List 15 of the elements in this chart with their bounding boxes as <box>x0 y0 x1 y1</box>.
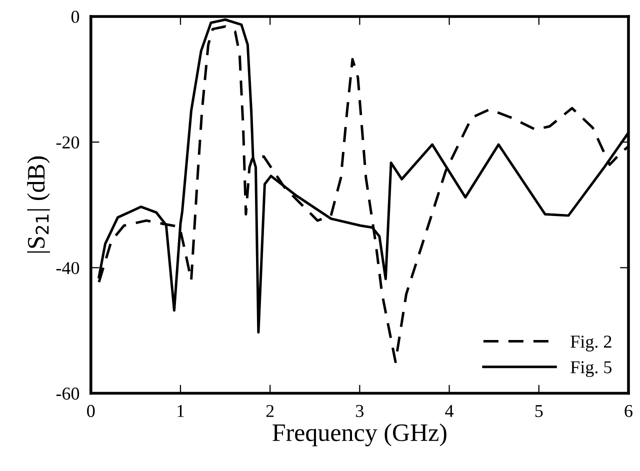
y-tick-label: 0 <box>71 10 80 23</box>
y-tick-label: -60 <box>56 388 80 400</box>
x-tick-label: 4 <box>445 405 454 417</box>
x-tick-label: 0 <box>87 404 95 418</box>
x-tick-label: 5 <box>535 405 543 418</box>
x-tick-label: 3 <box>356 404 364 418</box>
x-axis-title: Frequency (GHz) <box>272 424 446 446</box>
legend-label: Fig. 2 <box>570 336 612 352</box>
y-axis-title: |S$_{21}$| (dB) <box>27 156 50 253</box>
y-tick-label: -20 <box>56 136 80 149</box>
x-tick-label: 2 <box>266 404 274 417</box>
y-tick-label: -40 <box>56 262 80 274</box>
legend-label: Fig. 5 <box>570 361 612 378</box>
x-tick-label: 6 <box>624 404 632 418</box>
x-tick-label: 1 <box>178 405 184 417</box>
